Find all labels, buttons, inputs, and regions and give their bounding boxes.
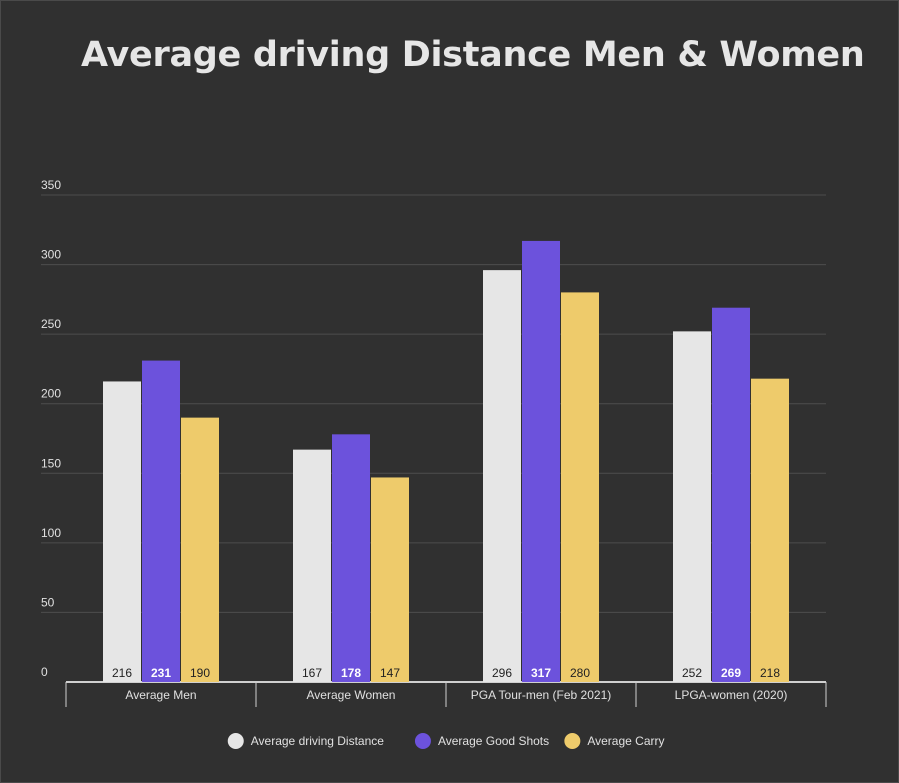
legend-item: Average driving Distance — [227, 733, 385, 749]
y-tick-label: 350 — [41, 178, 61, 192]
bar-value-label: 269 — [721, 666, 741, 680]
bar-value-label: 218 — [760, 666, 780, 680]
bar — [371, 477, 409, 682]
category-label: LPGA-women (2020) — [675, 688, 788, 702]
bar-value-label: 178 — [341, 666, 361, 680]
y-tick-label: 100 — [41, 526, 61, 540]
y-tick-label: 250 — [41, 317, 61, 331]
bar — [483, 270, 521, 682]
chart-title: Average driving Distance Men & Women — [81, 35, 865, 75]
bar-value-label: 280 — [570, 666, 590, 680]
y-tick-label: 50 — [41, 595, 55, 609]
legend-item: Average Good Shots — [414, 733, 549, 749]
bar — [561, 292, 599, 682]
bar — [181, 417, 219, 682]
bar — [712, 307, 750, 682]
bar — [522, 240, 560, 682]
legend-item: Average Carry — [564, 733, 665, 749]
bar-value-label: 147 — [380, 666, 400, 680]
bar — [103, 381, 141, 682]
bar — [142, 360, 180, 682]
legend-label: Average Carry — [587, 734, 664, 748]
bar — [293, 449, 331, 682]
y-tick-label: 150 — [41, 456, 61, 470]
category-label: PGA Tour-men (Feb 2021) — [471, 688, 612, 702]
legend-marker — [414, 733, 431, 749]
legend-label: Average Good Shots — [438, 734, 549, 748]
category-label: Average Men — [125, 688, 196, 702]
legend-label: Average driving Distance — [251, 734, 385, 748]
legend-marker — [564, 733, 581, 749]
bar-value-label: 252 — [682, 666, 702, 680]
bar-value-label: 231 — [151, 666, 171, 680]
bar — [751, 378, 789, 682]
y-tick-label: 0 — [41, 665, 48, 679]
y-tick-label: 200 — [41, 387, 61, 401]
bar-value-label: 296 — [492, 666, 512, 680]
bar — [673, 331, 711, 682]
category-label: Average Women — [307, 688, 396, 702]
bar-value-label: 216 — [112, 666, 132, 680]
legend: Average driving Distance Average Good Sho… — [227, 733, 665, 749]
bar-value-label: 167 — [302, 666, 322, 680]
bar-value-label: 190 — [190, 666, 210, 680]
bar-value-label: 317 — [531, 666, 551, 680]
y-tick-label: 300 — [41, 248, 61, 262]
bar — [332, 434, 370, 682]
legend-marker — [227, 733, 244, 749]
